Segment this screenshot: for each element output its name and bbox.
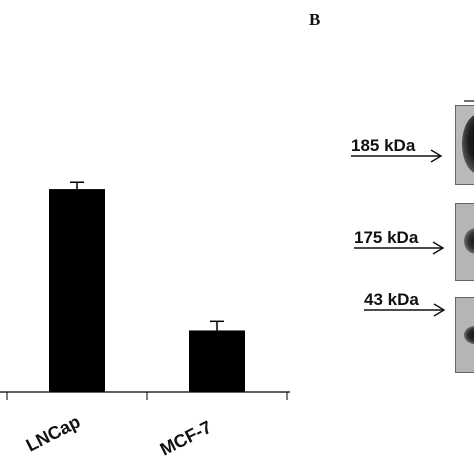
error-bar-lncap [70,181,84,190]
blot-band-175kda [455,203,474,281]
error-bar-mcf7 [210,320,224,331]
error-bars-group [70,181,224,331]
arrow-175kda [354,241,445,255]
bars-group [49,189,245,392]
marker-label-175kda: 175 kDa [354,228,419,247]
marker-label-185kda: 185 kDa [351,136,416,155]
marker-label-43kda: 43 kDa [364,290,419,309]
blot-band-185kda [455,105,474,185]
blot-band-43kda [455,297,474,373]
panel-label-b: B [309,10,321,29]
bar-lncap [49,189,105,392]
arrow-43kda [364,303,446,317]
bar-mcf7 [189,330,245,392]
arrow-185kda [351,149,443,163]
